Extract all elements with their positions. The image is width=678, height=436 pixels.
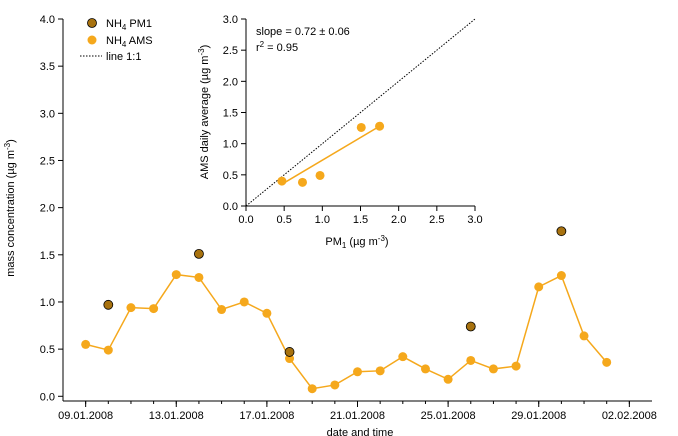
main-x-tick-label: 29.01.2008	[511, 410, 566, 422]
inset-points	[277, 121, 385, 187]
main-x-tick-label: 17.01.2008	[239, 410, 294, 422]
ams-point	[466, 355, 476, 365]
main-x-ticks: 09.01.2008 13.01.2008 17.01.2008 21.01.2008…	[58, 401, 657, 422]
main-y-ticks: 0.0 0.5 1.0 1.5 2.0 2.5 3.0 3.5 4.0	[40, 14, 63, 403]
main-y-axis-label: mass concentration (µg m-3)	[3, 139, 17, 277]
ams-series-points	[81, 270, 612, 394]
ams-point	[353, 367, 362, 377]
ams-point	[556, 271, 566, 281]
legend: NH4 PM1 NH4 AMS line 1:1	[80, 18, 153, 63]
inset-point	[375, 121, 385, 131]
inset-y-tick-label: 1.0	[223, 139, 238, 151]
ams-point	[375, 366, 385, 376]
main-y-tick-label: 2.5	[40, 155, 55, 167]
ams-point	[330, 380, 340, 390]
main-x-tick-label: 21.01.2008	[330, 410, 385, 422]
inset-x-tick-label: 2.5	[429, 214, 444, 226]
ams-point	[511, 361, 521, 371]
main-x-axis-label: date and time	[327, 427, 394, 436]
ams-point	[488, 364, 498, 374]
ams-series-line	[85, 273, 608, 390]
pm1-point	[194, 248, 204, 259]
inset-y-ticks: 0.0 0.5 1.0 1.5 2.0 2.5 3.0	[223, 14, 246, 213]
pm1-point	[103, 299, 114, 310]
inset-one-to-one-line	[245, 18, 476, 207]
main-y-tick-label: 3.5	[40, 61, 55, 73]
inset-point	[356, 122, 366, 132]
inset-scatter-plot: 0.0 0.5 1.0 1.5 2.0 2.5 3.0 0.0 0.5 1.0 1.5 2.0 2.5…	[197, 14, 483, 250]
inset-x-tick-label: 1.0	[315, 214, 330, 226]
ams-point	[398, 352, 408, 362]
ams-point	[217, 305, 227, 315]
ams-point	[103, 345, 113, 355]
inset-x-tick-label: 3.0	[467, 214, 482, 226]
inset-fit-line	[281, 125, 380, 185]
inset-x-axis-label: PM1 (µg m-3)	[325, 234, 388, 250]
ams-point	[81, 339, 91, 349]
inset-point	[277, 176, 287, 186]
main-y-tick-label: 1.0	[40, 297, 55, 309]
inset-x-tick-label: 0.5	[277, 214, 292, 226]
inset-x-tick-label: 0.0	[238, 214, 253, 226]
main-y-tick-label: 0.0	[40, 391, 55, 403]
inset-y-axis-label: AMS daily average (µg m-3)	[197, 45, 211, 180]
main-y-tick-label: 3.0	[40, 108, 55, 120]
inset-x-ticks: 0.0 0.5 1.0 1.5 2.0 2.5 3.0	[238, 206, 483, 226]
ams-point	[149, 304, 159, 314]
ams-point	[262, 308, 272, 318]
ams-point	[194, 272, 204, 282]
main-timeseries-plot: 0.0 0.5 1.0 1.5 2.0 2.5 3.0 3.5 4.0 09.01.2008 13…	[3, 14, 657, 436]
ams-point	[579, 331, 589, 341]
inset-y-tick-label: 0.5	[223, 170, 238, 182]
legend-ams-marker	[87, 35, 97, 45]
inset-point	[297, 177, 307, 187]
legend-ams-label: NH4 AMS	[106, 35, 153, 49]
inset-y-tick-label: 0.0	[223, 201, 238, 213]
main-x-tick-label: 13.01.2008	[149, 410, 204, 422]
ams-point	[307, 384, 317, 394]
legend-one-to-one-label: line 1:1	[106, 51, 141, 63]
inset-x-tick-label: 1.5	[353, 214, 368, 226]
pm1-point	[556, 226, 567, 237]
inset-y-tick-label: 2.5	[223, 45, 238, 57]
inset-y-tick-label: 3.0	[223, 14, 238, 26]
main-x-tick-label: 02.02.2008	[602, 410, 657, 422]
inset-y-tick-label: 2.0	[223, 76, 238, 88]
ams-point	[534, 282, 544, 292]
ams-point	[126, 303, 136, 313]
inset-y-tick-label: 1.5	[223, 108, 238, 120]
ams-point	[239, 297, 249, 307]
pm1-point	[465, 321, 476, 332]
inset-r2-annotation: r2 = 0.95	[256, 40, 298, 54]
main-x-tick-label: 09.01.2008	[58, 410, 113, 422]
legend-pm1-marker	[87, 18, 97, 28]
main-x-tick-label: 25.01.2008	[421, 410, 476, 422]
ams-point	[602, 357, 612, 367]
main-y-tick-label: 0.5	[40, 344, 55, 356]
pm1-series-points	[103, 226, 567, 357]
main-y-tick-label: 4.0	[40, 14, 55, 26]
ams-point	[420, 364, 430, 374]
main-y-tick-label: 1.5	[40, 250, 55, 262]
inset-point	[315, 170, 325, 180]
pm1-point	[284, 347, 295, 357]
legend-pm1-label: NH4 PM1	[106, 18, 152, 32]
inset-slope-annotation: slope = 0.72 ± 0.06	[256, 26, 350, 38]
main-y-tick-label: 2.0	[40, 203, 55, 215]
ams-point	[171, 270, 181, 280]
ams-point	[443, 374, 453, 384]
inset-x-tick-label: 2.0	[391, 214, 406, 226]
